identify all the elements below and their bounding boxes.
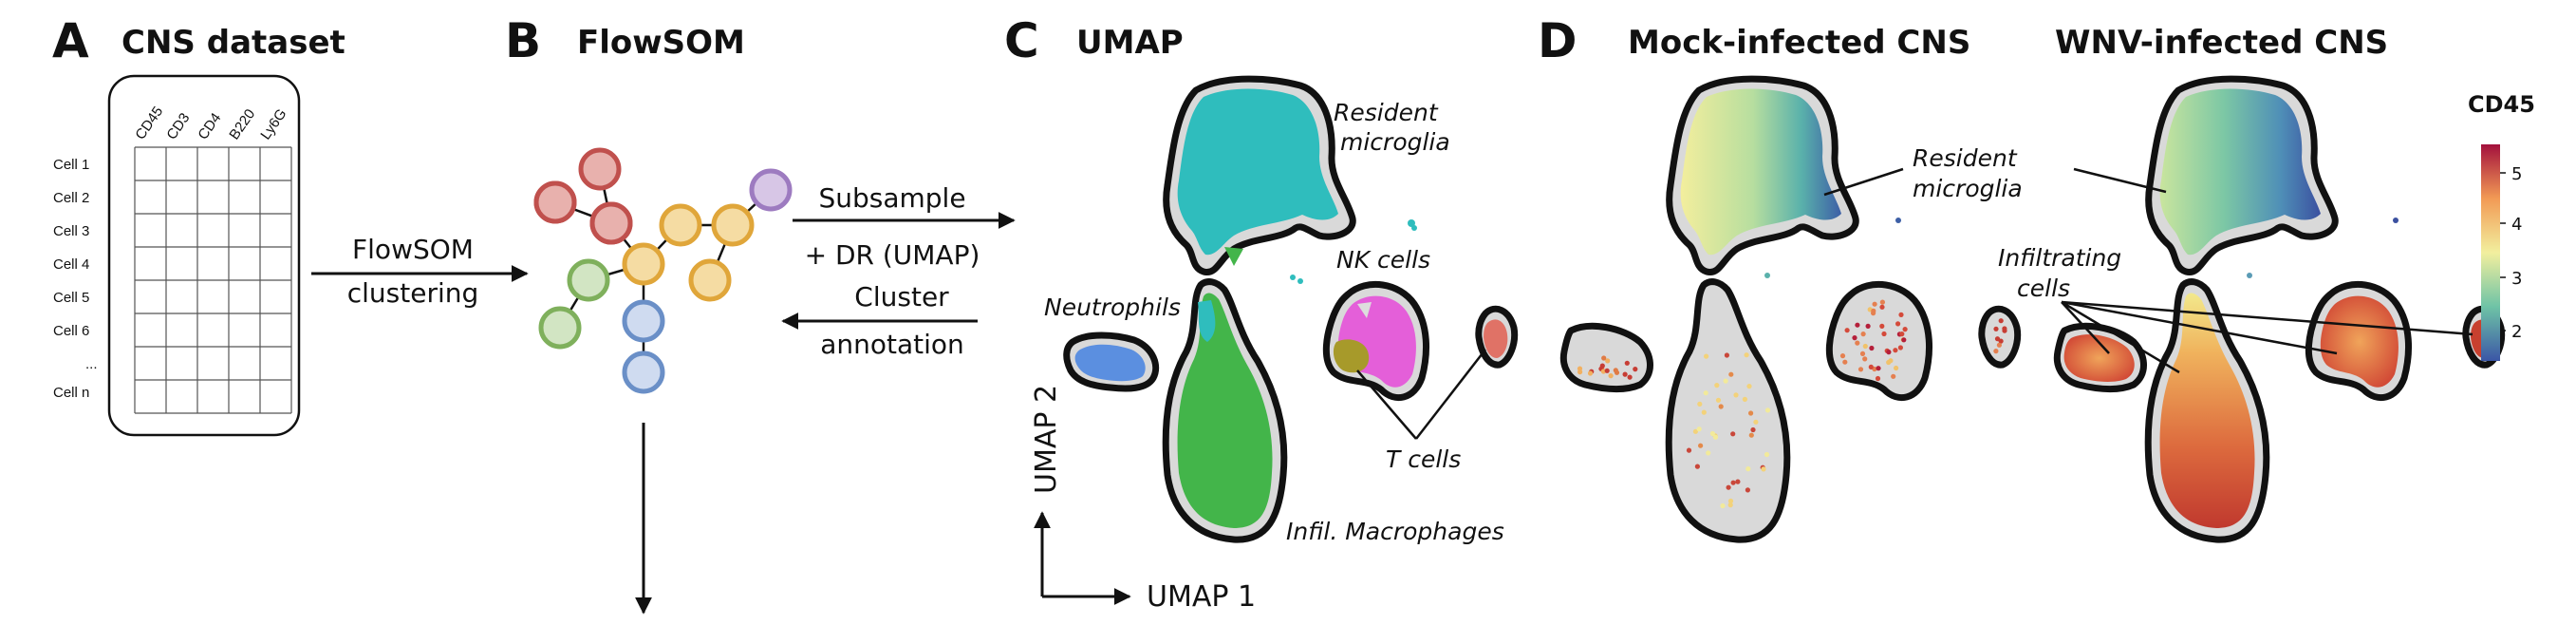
cluster-macrophages [1177, 293, 1273, 528]
panel-letter-c: C [1004, 13, 1039, 68]
label-c-resident: Resident [1334, 99, 1439, 126]
panel-d-title-mock: Mock-infected CNS [1628, 24, 1970, 62]
pointer-mock-microglia [1823, 167, 1904, 197]
panel-a-title: CNS dataset [121, 24, 345, 62]
panel-d: D Mock-infected CNS WNV-infected CNS [1538, 13, 2535, 543]
blob-mock-macrophages [1665, 278, 1791, 543]
wnv-macrophages-density [2159, 293, 2255, 528]
colorbar-tick-3: 3 [2511, 269, 2522, 289]
colorbar-tick-5: 5 [2511, 164, 2522, 184]
colorbar-tick-2: 2 [2511, 322, 2522, 342]
label-d-infiltrating: Infiltrating [1998, 244, 2121, 272]
colorbar-gradient [2481, 144, 2500, 361]
mock-microglia-density [1680, 88, 1841, 256]
y-axis-label: UMAP 2 [1030, 385, 1063, 494]
som-node-blue-1 [622, 299, 665, 343]
panel-letter-d: D [1538, 13, 1577, 68]
label-c-microglia: microglia [1340, 128, 1450, 156]
som-node-yellow-2 [711, 203, 755, 247]
label-c-neutrophils: Neutrophils [1044, 294, 1181, 321]
cluster-olive [1333, 339, 1370, 373]
som-node-yellow-4 [688, 258, 732, 302]
blob-mock-neutrophils [1559, 322, 1653, 392]
row-label-cell-3: Cell 3 [53, 223, 89, 239]
panel-d-title-wnv: WNV-infected CNS [2055, 24, 2388, 62]
panel-c: C UMAP Resident microglia NK cells Neutr… [1004, 13, 1519, 614]
panel-b-title: FlowSOM [577, 24, 745, 62]
row-label-ellipsis: ... [85, 356, 98, 372]
arrow-label-dr-umap: + DR (UMAP) [805, 239, 980, 271]
panel-letter-b: B [505, 13, 541, 68]
arrow-label-cluster: Cluster [854, 281, 949, 312]
label-c-t-cells: T cells [1386, 445, 1461, 473]
pointer-t-cells-2 [1415, 349, 1486, 440]
som-node-purple [749, 168, 793, 212]
arrow-label-flowsom: FlowSOM [352, 234, 474, 265]
pointer-infiltrating-neutrophils [2061, 301, 2110, 354]
pointer-infiltrating-t-cells [2061, 300, 2473, 336]
row-label-cell-n: Cell n [53, 385, 89, 401]
pointer-infiltrating-nk [2061, 300, 2338, 355]
blob-mock-t-cells [1978, 305, 2022, 369]
label-c-macrophages: Infil. Macrophages [1286, 518, 1504, 545]
pointer-t-cells-1 [1356, 369, 1417, 440]
matrix-frame [107, 74, 301, 437]
matrix-row-labels: Cell 1 Cell 2 Cell 3 Cell 4 Cell 5 Cell … [53, 157, 98, 401]
som-node-blue-2 [622, 350, 665, 394]
row-label-cell-1: Cell 1 [53, 157, 89, 173]
panel-letter-a: A [52, 13, 89, 68]
mock-scatter-points [1577, 299, 2007, 509]
wnv-neutrophils-density [2063, 334, 2135, 382]
arrow-label-clustering: clustering [347, 277, 479, 309]
wnv-nk-density [2320, 295, 2399, 388]
row-label-cell-5: Cell 5 [53, 290, 89, 306]
blob-mock-nk-cells [1825, 280, 1933, 401]
panel-b: B FlowSOM [505, 13, 1016, 615]
wnv-umap [2053, 75, 2506, 543]
pointer-wnv-microglia [2073, 167, 2167, 194]
panel-c-title: UMAP [1076, 24, 1184, 62]
matrix-grid [134, 146, 292, 414]
som-node-yellow-1 [659, 203, 702, 247]
label-d-microglia: microglia [1913, 175, 2023, 202]
arrow-label-subsample: Subsample [818, 182, 965, 214]
cluster-neutrophils [1074, 344, 1146, 382]
som-node-green-1 [567, 258, 610, 302]
colorbar-title: CD45 [2468, 91, 2535, 118]
colorbar: CD45 5 4 3 2 [2468, 91, 2535, 361]
pointer-infiltrating-macrophages [2061, 300, 2180, 374]
som-node-red-1 [578, 147, 622, 191]
row-label-cell-2: Cell 2 [53, 190, 89, 206]
row-label-cell-6: Cell 6 [53, 323, 89, 339]
wnv-microglia-density [2159, 88, 2321, 256]
som-tree [533, 147, 793, 394]
label-d-cells: cells [2017, 275, 2070, 302]
arrow-label-annotation: annotation [820, 329, 964, 360]
colorbar-tick-4: 4 [2511, 215, 2522, 235]
row-label-cell-4: Cell 4 [53, 256, 89, 273]
label-c-nk-cells: NK cells [1336, 246, 1430, 274]
x-axis-label: UMAP 1 [1147, 580, 1256, 614]
label-d-resident: Resident [1913, 144, 2018, 172]
cluster-microglia [1177, 88, 1338, 256]
mock-umap [1559, 75, 2022, 543]
som-node-yellow-3 [622, 242, 665, 286]
cluster-t-cells [1484, 319, 1508, 358]
panel-a: A CNS dataset CD45 CD3 CD4 B220 Ly6G Cel… [52, 13, 529, 437]
som-node-green-2 [538, 306, 582, 350]
